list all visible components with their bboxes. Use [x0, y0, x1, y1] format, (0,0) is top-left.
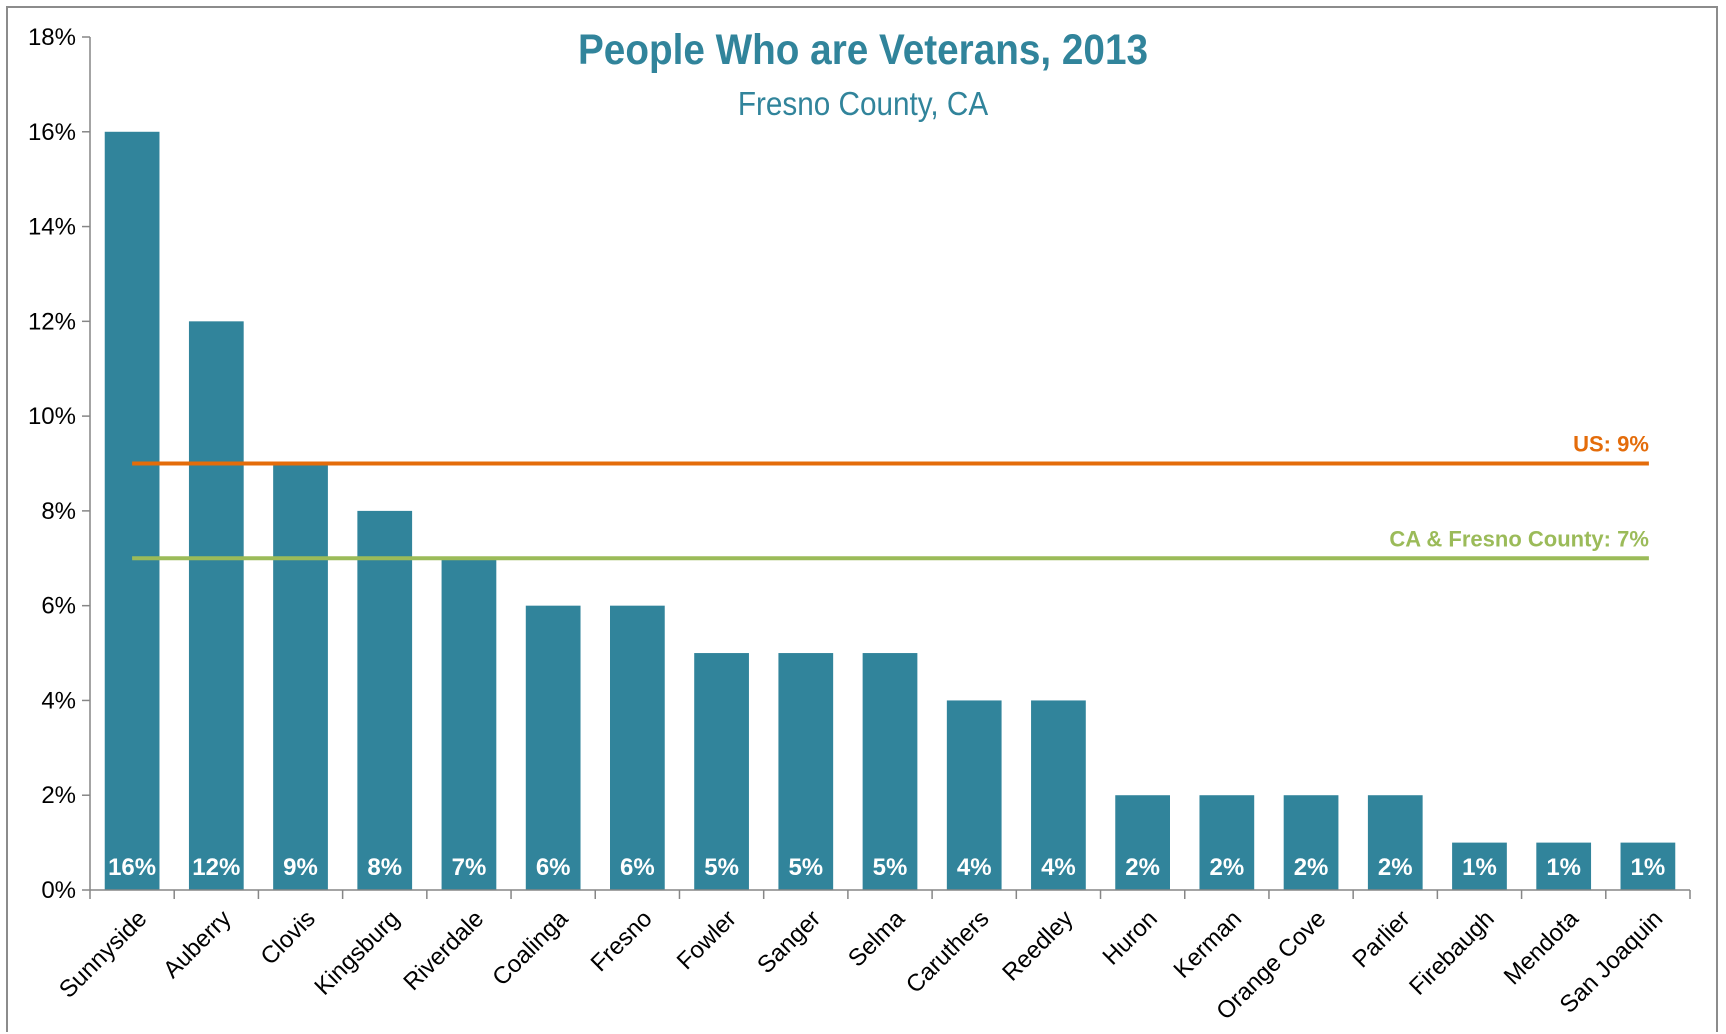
x-category-label: Kingsburg	[309, 905, 405, 1001]
bar-data-label: 4%	[957, 854, 992, 881]
x-category-label: Firebaugh	[1404, 905, 1500, 1001]
x-category-label: Parlier	[1347, 905, 1415, 973]
y-tick-label: 12%	[28, 308, 76, 335]
bar-data-label: 2%	[1125, 854, 1160, 881]
bar-data-label: 7%	[452, 854, 487, 881]
x-category-label: Sunnyside	[54, 905, 152, 1003]
bar	[778, 653, 834, 890]
bar	[188, 321, 244, 890]
x-category-label: Mendota	[1499, 905, 1585, 991]
x-category-label: Fowler	[672, 905, 742, 975]
x-category-label: Clovis	[255, 905, 320, 970]
chart-subtitle: Fresno County, CA	[737, 85, 989, 122]
bar-data-label: 6%	[620, 854, 655, 881]
bars: 16% 12% 9% 8% 7% 6% 6% 5% 5% 5% 4% 4% 2% 2% 2% 2% 1% 1% 1%	[104, 131, 1676, 890]
y-tick-label: 2%	[41, 782, 76, 809]
reference-line-label: US: 9%	[1573, 432, 1649, 457]
y-tick-label: 14%	[28, 214, 76, 241]
bar	[1620, 842, 1676, 890]
y-tick-label: 18%	[28, 24, 76, 51]
bar	[104, 131, 160, 890]
y-tick-label: 8%	[41, 498, 76, 525]
bar-data-label: 2%	[1378, 854, 1413, 881]
bar-data-label: 2%	[1294, 854, 1329, 881]
bar-data-label: 6%	[536, 854, 571, 881]
bar-data-label: 5%	[788, 854, 823, 881]
x-category-label: Huron	[1098, 905, 1163, 970]
bar	[1283, 795, 1339, 890]
bar	[1199, 795, 1255, 890]
y-tick-label: 10%	[28, 403, 76, 430]
bar	[441, 558, 497, 890]
bar	[862, 653, 918, 890]
bar	[1031, 700, 1086, 890]
bar	[1115, 795, 1170, 890]
x-axis: Sunnyside Auberry ClovisKingsburgRiverdale…	[54, 889, 1691, 1025]
bar	[694, 653, 749, 890]
x-category-label: Auberry	[158, 905, 237, 984]
x-category-label: Sanger	[752, 905, 826, 979]
bar	[1536, 842, 1592, 890]
bar-data-label: 9%	[283, 854, 318, 881]
y-tick-label: 4%	[41, 687, 76, 714]
bar-data-label: 16%	[108, 854, 156, 881]
bar-data-label: 4%	[1041, 854, 1076, 881]
bar	[357, 510, 413, 890]
bar-data-label: 12%	[192, 854, 240, 881]
x-category-label: Coalinga	[487, 905, 574, 992]
bar	[946, 700, 1002, 890]
y-axis: 0% 2% 4% 6% 8% 10% 12% 14% 16% 18%	[28, 24, 91, 904]
bar-data-label: 1%	[1462, 854, 1497, 881]
bar-data-label: 5%	[704, 854, 739, 881]
x-category-label: Riverdale	[398, 905, 489, 996]
reference-lines: US: 9% CA & Fresno County: 7%	[132, 432, 1649, 561]
bar-data-label: 1%	[1546, 854, 1581, 881]
bar-data-label: 1%	[1631, 854, 1666, 881]
y-tick-label: 16%	[28, 119, 76, 146]
bar-data-label: 5%	[873, 854, 908, 881]
chart-title: People Who are Veterans, 2013	[577, 26, 1149, 74]
bar-data-label: 2%	[1209, 854, 1244, 881]
bar	[273, 463, 328, 890]
x-category-label: Selma	[843, 905, 911, 973]
bar	[1452, 842, 1507, 890]
y-tick-label: 0%	[41, 877, 76, 904]
y-tick-label: 6%	[41, 593, 76, 620]
x-category-label: Reedley	[997, 905, 1078, 986]
x-category-label: Caruthers	[901, 905, 995, 999]
bar-data-label: 8%	[367, 854, 402, 881]
reference-line-label: CA & Fresno County: 7%	[1389, 526, 1649, 551]
x-category-label: Kerman	[1169, 905, 1248, 984]
x-category-label: Fresno	[586, 905, 658, 977]
bar	[610, 605, 665, 890]
bar	[1367, 795, 1423, 890]
bar	[525, 605, 581, 890]
